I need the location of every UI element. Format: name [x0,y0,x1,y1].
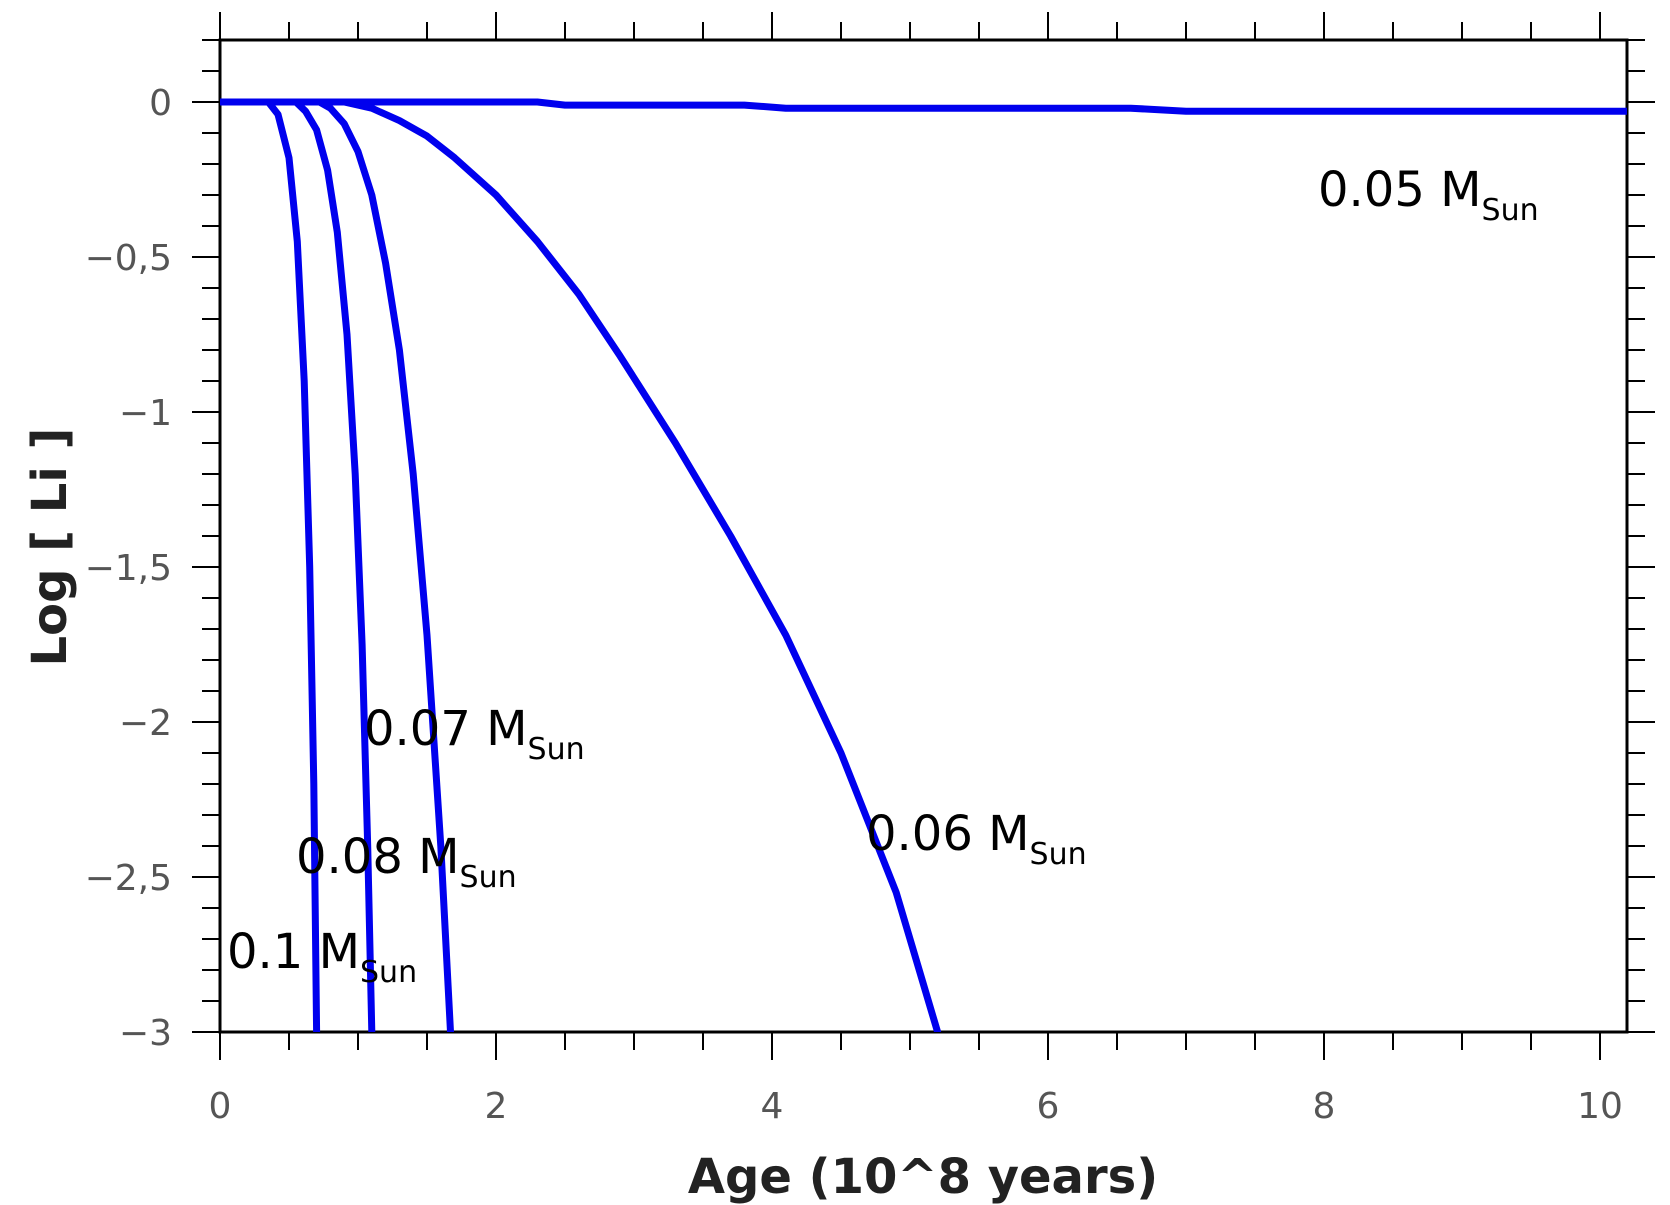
y-tick-label: −2 [119,703,172,744]
series-label: 0.1 MSun [227,924,417,990]
series-label-subscript: Sun [360,955,417,990]
y-tick-label: −0,5 [85,238,172,279]
series-line [220,98,454,1032]
series-label: 0.05 MSun [1318,162,1539,228]
x-tick-label: 0 [209,1086,232,1127]
y-tick-label: −1,5 [85,548,172,589]
x-axis-title: Age (10^8 years) [688,1149,1158,1205]
x-tick-label: 10 [1577,1086,1623,1127]
series-label: 0.08 MSun [296,829,517,895]
x-tick-label: 6 [1037,1086,1060,1127]
series-line [220,98,1627,115]
series-line [220,98,321,1032]
x-tick-label: 2 [485,1086,508,1127]
y-axis-title: Log [ Li ] [22,428,78,667]
series-label-text: 0.05 M [1318,162,1482,218]
y-tick-label: 0 [149,83,172,124]
series-label-text: 0.1 M [227,924,360,980]
series-line [220,98,942,1032]
series-label-subscript: Sun [528,732,585,767]
series-label-text: 0.07 M [364,701,528,757]
series-lines [220,98,1627,1032]
series-label-subscript: Sun [1030,837,1087,872]
series-label-text: 0.08 M [296,829,460,885]
y-tick-label: −1 [119,393,172,434]
x-tick-label: 8 [1313,1086,1336,1127]
y-tick-label: −3 [119,1013,172,1054]
y-tick-label: −2,5 [85,858,172,899]
series-label-subscript: Sun [460,860,517,895]
series-label-subscript: Sun [1482,193,1539,228]
series-line [220,98,376,1032]
series-label: 0.06 MSun [866,806,1087,872]
x-tick-label: 4 [761,1086,784,1127]
axis-tick-labels: 0 2 4 6 8 10 0 −0,5 −1 −1,5 −2 −2,5 −3 [85,83,1623,1127]
series-label-text: 0.06 M [866,806,1030,862]
axis-ticks [192,12,1655,1060]
series-label: 0.07 MSun [364,701,585,767]
